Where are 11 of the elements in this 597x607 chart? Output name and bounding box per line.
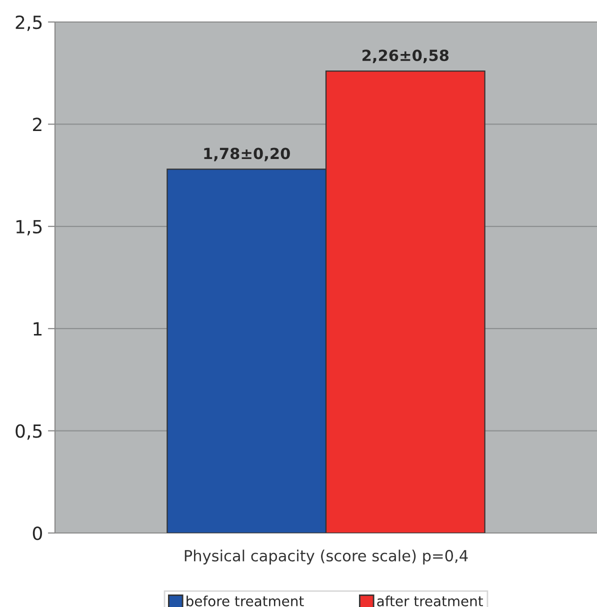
data-label: 1,78±0,20 <box>204 148 290 162</box>
y-tick-label: 1,5 <box>16 220 42 236</box>
y-tick-label: 0 <box>32 526 42 540</box>
legend-label: after treatment <box>377 596 483 606</box>
y-tick-label: 1 <box>34 322 42 336</box>
y-tick-label: 2,5 <box>16 15 42 31</box>
y-tick-label: 0,5 <box>16 424 42 440</box>
y-tick-label: 2 <box>33 118 42 132</box>
data-label: 2,26±0,58 <box>362 50 449 64</box>
x-tick-label: Physical capacity (score scale) p=0,4 <box>184 550 468 564</box>
legend-label: before treatment <box>186 596 304 606</box>
